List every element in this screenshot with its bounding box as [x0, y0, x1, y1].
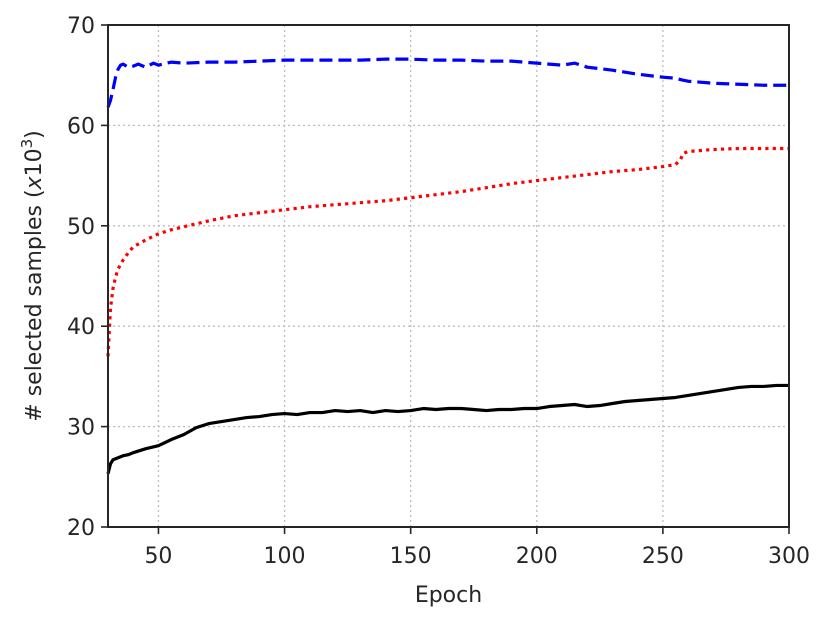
series-layer — [106, 57, 789, 475]
y-tick-label: 20 — [67, 516, 95, 541]
y-tick-label: 70 — [67, 14, 95, 39]
y-tick-label: 50 — [67, 215, 95, 240]
y-axis-label-suffix: ) — [22, 130, 47, 139]
x-tick-label: 100 — [264, 544, 306, 569]
grid-lines — [108, 25, 789, 527]
y-axis-label-exponent: 3 — [18, 139, 36, 149]
x-tick-label: 250 — [642, 544, 684, 569]
series-line-3 — [106, 383, 789, 475]
series-line-1 — [106, 57, 789, 108]
x-tick-label: 200 — [516, 544, 558, 569]
plot-frame — [107, 24, 790, 528]
y-axis-label-base: 10 — [22, 148, 47, 176]
y-tick-label: 30 — [67, 416, 95, 441]
y-tick-label: 60 — [67, 114, 95, 139]
x-axis-label: Epoch — [415, 583, 482, 608]
x-tick-label: 50 — [144, 544, 172, 569]
y-axis-label-prefix: # selected samples ( — [22, 189, 47, 421]
axis-ticks: 50 100 150 200 250 300 20 30 40 50 60 70 — [67, 14, 810, 569]
y-axis-label-multiplier: x — [22, 175, 47, 190]
series-line-2 — [106, 146, 789, 357]
y-tick-label: 40 — [67, 315, 95, 340]
y-axis-label: # selected samples (x103) — [18, 130, 47, 421]
x-tick-label: 150 — [390, 544, 432, 569]
x-tick-label: 300 — [768, 544, 810, 569]
